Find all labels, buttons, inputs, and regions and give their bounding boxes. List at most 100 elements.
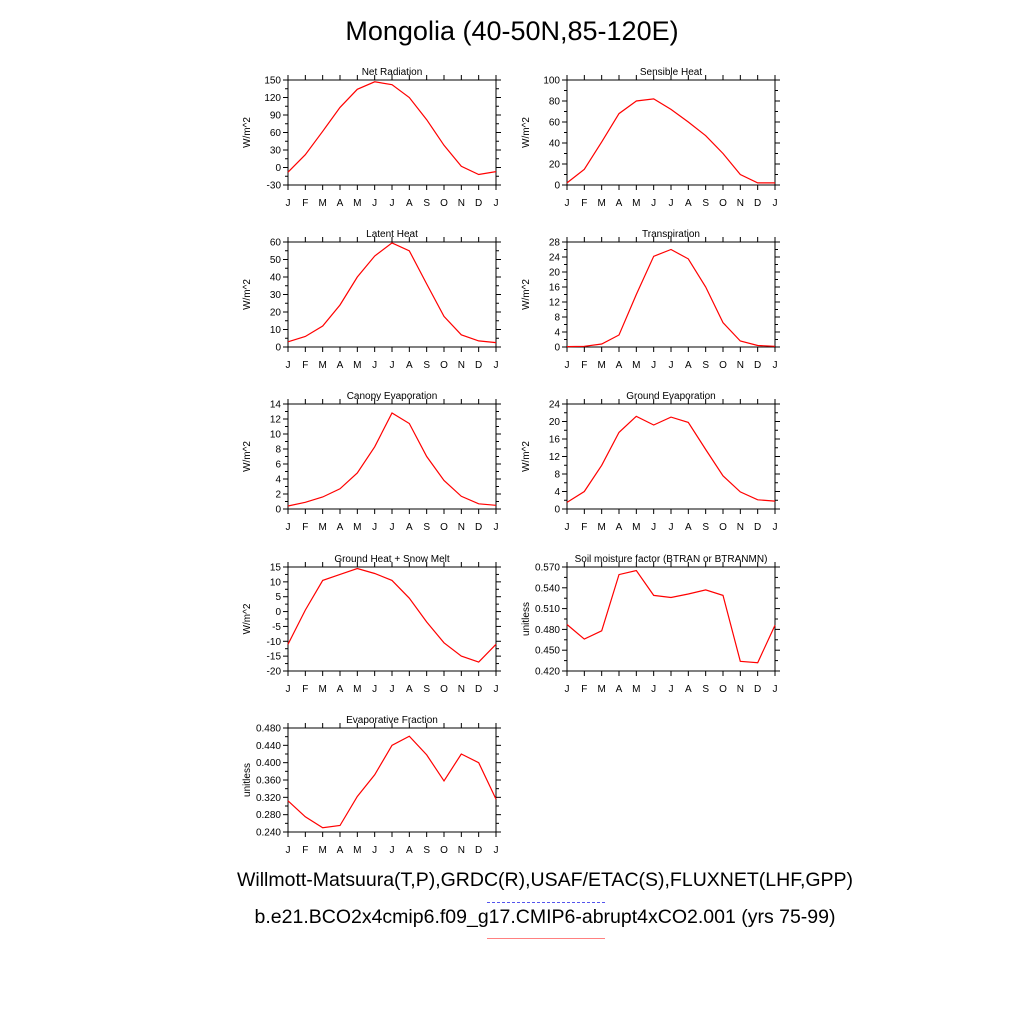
chart-panel: Evaporative Fraction unitless 0.240 0.280 0.…	[242, 715, 501, 856]
y-tick-label: 8	[554, 313, 560, 324]
x-tick-label: F	[581, 198, 587, 209]
x-tick-label: S	[702, 198, 709, 209]
y-tick-label: 16	[549, 435, 561, 446]
x-tick-label: M	[353, 360, 361, 371]
y-tick-label: 40	[549, 139, 561, 150]
x-tick-label: A	[685, 198, 692, 209]
panel-title: Ground Heat + Snow Melt	[334, 554, 450, 565]
x-tick-label: D	[475, 845, 482, 856]
x-tick-label: N	[458, 845, 465, 856]
x-tick-label: N	[458, 684, 465, 695]
x-tick-label: F	[581, 684, 587, 695]
y-tick-label: 0.570	[535, 563, 560, 574]
x-tick-label: M	[632, 522, 640, 533]
y-tick-label: 12	[549, 298, 561, 309]
y-tick-label: 0.540	[535, 583, 560, 594]
y-tick-label: 5	[275, 592, 281, 603]
x-tick-label: A	[406, 360, 413, 371]
x-tick-label: O	[440, 360, 448, 371]
y-tick-label: 24	[549, 253, 561, 264]
y-axis-label: W/m^2	[521, 441, 532, 472]
y-tick-label: 4	[554, 487, 560, 498]
x-tick-label: J	[390, 684, 395, 695]
x-tick-label: M	[632, 360, 640, 371]
x-tick-label: M	[353, 522, 361, 533]
x-tick-label: J	[773, 684, 778, 695]
x-tick-label: A	[337, 198, 344, 209]
y-tick-label: 150	[264, 76, 281, 87]
plot-frame	[287, 566, 497, 672]
x-tick-label: J	[372, 360, 377, 371]
x-tick-label: M	[597, 198, 605, 209]
x-tick-label: J	[565, 360, 570, 371]
x-tick-label: O	[719, 360, 727, 371]
x-tick-label: A	[616, 360, 623, 371]
y-tick-label: 20	[549, 417, 561, 428]
y-axis-label: W/m^2	[242, 279, 253, 310]
legend-observations-label: Willmott-Matsuura(T,P),GRDC(R),USAF/ETAC…	[236, 869, 854, 891]
x-tick-label: D	[754, 522, 761, 533]
y-tick-label: 10	[270, 430, 282, 441]
x-tick-label: J	[669, 198, 674, 209]
x-tick-label: M	[597, 360, 605, 371]
y-tick-label: 0	[275, 163, 281, 174]
x-tick-label: J	[651, 522, 656, 533]
y-tick-label: 4	[275, 475, 281, 486]
y-tick-label: 12	[270, 415, 282, 426]
x-tick-label: N	[737, 684, 744, 695]
y-tick-label: 20	[549, 160, 561, 171]
y-tick-label: 0	[275, 343, 281, 354]
x-tick-label: J	[651, 360, 656, 371]
x-tick-label: D	[475, 198, 482, 209]
y-tick-label: 0.280	[256, 810, 281, 821]
x-tick-label: M	[632, 684, 640, 695]
y-tick-label: 120	[264, 93, 281, 104]
series-line	[566, 569, 776, 664]
y-tick-label: 12	[549, 452, 561, 463]
x-tick-label: J	[773, 198, 778, 209]
x-tick-label: A	[616, 684, 623, 695]
plot-frame	[566, 79, 776, 186]
chart-panel: Soil moisture factor (BTRAN or BTRANMN) u…	[521, 554, 780, 695]
y-tick-label: 14	[270, 400, 282, 411]
y-tick-label: 0.480	[535, 625, 560, 636]
y-tick-label: 0.240	[256, 828, 281, 839]
x-tick-label: J	[372, 198, 377, 209]
x-tick-label: D	[475, 360, 482, 371]
x-tick-label: A	[406, 522, 413, 533]
y-tick-label: 100	[543, 76, 560, 87]
x-tick-label: J	[372, 845, 377, 856]
panel-title: Canopy Evaporation	[347, 391, 438, 402]
y-tick-label: -15	[267, 652, 282, 663]
x-tick-label: D	[475, 522, 482, 533]
x-tick-label: J	[286, 684, 291, 695]
x-tick-label: S	[423, 845, 430, 856]
x-tick-label: D	[475, 684, 482, 695]
x-tick-label: S	[423, 198, 430, 209]
y-tick-label: 30	[270, 146, 282, 157]
x-tick-label: J	[494, 198, 499, 209]
x-tick-label: N	[458, 360, 465, 371]
x-tick-label: M	[353, 198, 361, 209]
y-tick-label: 0.450	[535, 646, 560, 657]
x-tick-label: O	[440, 522, 448, 533]
x-tick-label: S	[702, 684, 709, 695]
x-tick-label: M	[353, 845, 361, 856]
y-tick-label: 0.360	[256, 776, 281, 787]
panel-title: Soil moisture factor (BTRAN or BTRANMN)	[575, 554, 768, 565]
y-tick-label: 2	[275, 490, 281, 501]
x-tick-label: J	[372, 522, 377, 533]
x-tick-label: J	[494, 360, 499, 371]
y-tick-label: 0.510	[535, 604, 560, 615]
x-tick-label: M	[318, 845, 326, 856]
x-tick-label: M	[632, 198, 640, 209]
x-tick-label: J	[669, 684, 674, 695]
y-axis-label: unitless	[521, 602, 532, 636]
y-tick-label: 28	[549, 238, 561, 249]
y-tick-label: 0	[275, 607, 281, 618]
y-tick-label: 0	[554, 505, 560, 516]
x-tick-label: J	[494, 684, 499, 695]
panel-title: Net Radiation	[362, 67, 423, 78]
panel-title: Latent Heat	[366, 229, 418, 240]
